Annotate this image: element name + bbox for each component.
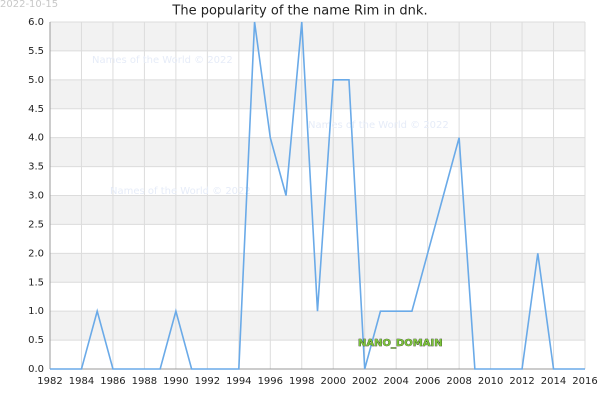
x-tick-label: 1996 <box>258 376 283 387</box>
y-tick-label: 0.0 <box>28 364 44 375</box>
y-tick-label: 1.0 <box>28 306 44 317</box>
grid-band <box>50 22 585 51</box>
date-stamp: 2022-10-15 <box>0 0 58 10</box>
x-tick-label: 2012 <box>509 376 534 387</box>
y-tick-label: 5.0 <box>28 75 44 86</box>
x-tick-label: 1990 <box>163 376 188 387</box>
x-tick-label: 2000 <box>321 376 346 387</box>
chart-title: The popularity of the name Rim in dnk. <box>171 4 427 19</box>
watermark: Names of the World © 2022 <box>110 186 251 197</box>
x-tick-label: 1988 <box>132 376 157 387</box>
watermark: Names of the World © 2022 <box>308 120 449 131</box>
y-tick-label: 6.0 <box>28 17 44 28</box>
x-tick-label: 2008 <box>446 376 471 387</box>
y-tick-label: 4.5 <box>28 104 44 115</box>
x-tick-label: 2016 <box>572 376 597 387</box>
badge: NANO_DOMAIN <box>358 338 443 349</box>
x-tick-label: 1992 <box>195 376 220 387</box>
y-tick-label: 2.0 <box>28 248 44 259</box>
y-tick-label: 3.0 <box>28 191 44 202</box>
grid-band <box>50 137 585 167</box>
y-tick-label: 3.5 <box>28 162 44 173</box>
x-tick-label: 2004 <box>383 376 408 387</box>
x-tick-label: 1982 <box>37 376 62 387</box>
x-tick-label: 1986 <box>100 376 125 387</box>
y-tick-label: 5.5 <box>28 46 44 57</box>
x-tick-label: 1984 <box>69 376 94 387</box>
x-tick-label: 1998 <box>289 376 314 387</box>
x-tick-label: 2006 <box>415 376 440 387</box>
grid-band <box>50 253 585 283</box>
x-tick-label: 2002 <box>352 376 377 387</box>
y-tick-label: 2.5 <box>28 219 44 230</box>
y-tick-label: 4.0 <box>28 133 44 144</box>
y-tick-label: 0.5 <box>28 335 44 346</box>
grid-band <box>50 311 585 341</box>
grid-band <box>50 79 585 109</box>
watermark: Names of the World © 2022 <box>92 55 233 66</box>
y-tick-label: 1.5 <box>28 277 44 288</box>
x-tick-label: 2010 <box>478 376 503 387</box>
x-tick-label: 1994 <box>226 376 251 387</box>
line <box>50 21 585 370</box>
grid-band <box>50 195 585 225</box>
x-tick-label: 2014 <box>541 376 566 387</box>
